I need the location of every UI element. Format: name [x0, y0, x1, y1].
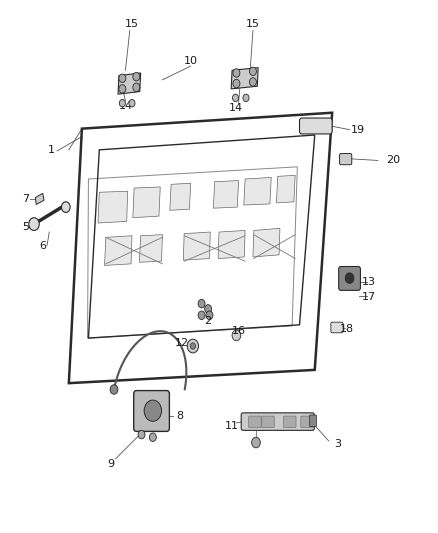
FancyBboxPatch shape [241, 413, 314, 430]
Circle shape [187, 339, 198, 353]
FancyBboxPatch shape [301, 416, 314, 427]
Circle shape [133, 72, 140, 81]
FancyBboxPatch shape [339, 266, 360, 290]
FancyBboxPatch shape [300, 118, 332, 134]
Polygon shape [35, 193, 44, 205]
Text: 11: 11 [225, 421, 239, 431]
Circle shape [110, 385, 118, 394]
Text: 17: 17 [362, 292, 376, 302]
Polygon shape [118, 73, 141, 94]
FancyBboxPatch shape [339, 154, 352, 165]
Polygon shape [139, 235, 162, 262]
Circle shape [198, 311, 205, 319]
Circle shape [119, 74, 126, 83]
Circle shape [252, 437, 260, 448]
Circle shape [250, 78, 256, 86]
FancyBboxPatch shape [310, 415, 317, 426]
Text: 12: 12 [175, 338, 189, 348]
Circle shape [345, 273, 354, 284]
Text: 16: 16 [232, 326, 246, 336]
Circle shape [250, 67, 256, 76]
Circle shape [233, 79, 240, 88]
Text: 6: 6 [39, 241, 46, 252]
Polygon shape [213, 181, 239, 208]
Circle shape [233, 69, 240, 77]
Text: 14: 14 [118, 101, 132, 111]
Circle shape [232, 330, 241, 341]
Polygon shape [276, 175, 295, 203]
Polygon shape [133, 187, 160, 217]
Circle shape [205, 305, 212, 313]
Text: 19: 19 [351, 125, 365, 135]
Polygon shape [218, 230, 245, 259]
Circle shape [206, 311, 213, 319]
Polygon shape [253, 228, 280, 257]
Circle shape [144, 400, 162, 421]
Circle shape [138, 430, 145, 439]
Polygon shape [231, 68, 258, 89]
Text: 10: 10 [184, 56, 198, 66]
Circle shape [233, 94, 239, 102]
Text: 18: 18 [340, 324, 354, 334]
Circle shape [119, 85, 126, 93]
Polygon shape [98, 191, 127, 223]
Circle shape [190, 343, 195, 349]
Circle shape [61, 202, 70, 213]
Text: 1: 1 [48, 145, 55, 155]
Polygon shape [170, 183, 191, 211]
Circle shape [129, 100, 135, 107]
Text: 15: 15 [125, 19, 139, 29]
FancyBboxPatch shape [283, 416, 296, 427]
Polygon shape [244, 177, 271, 205]
Text: 2: 2 [205, 316, 212, 326]
Text: 9: 9 [107, 459, 115, 469]
Polygon shape [184, 232, 210, 260]
Circle shape [119, 100, 125, 107]
FancyBboxPatch shape [249, 416, 261, 427]
FancyBboxPatch shape [331, 322, 343, 333]
Text: 15: 15 [246, 19, 260, 29]
Polygon shape [105, 236, 132, 265]
Text: 3: 3 [334, 439, 341, 449]
Circle shape [198, 300, 205, 308]
Circle shape [243, 94, 249, 102]
Text: 20: 20 [386, 156, 400, 165]
Circle shape [29, 217, 39, 230]
Text: 5: 5 [22, 222, 29, 232]
Text: 8: 8 [176, 411, 184, 421]
Circle shape [133, 83, 140, 92]
FancyBboxPatch shape [134, 391, 170, 431]
Circle shape [149, 433, 156, 441]
Text: 13: 13 [362, 277, 376, 287]
Text: 7: 7 [22, 194, 29, 204]
Text: 14: 14 [229, 103, 243, 114]
FancyBboxPatch shape [261, 416, 274, 427]
